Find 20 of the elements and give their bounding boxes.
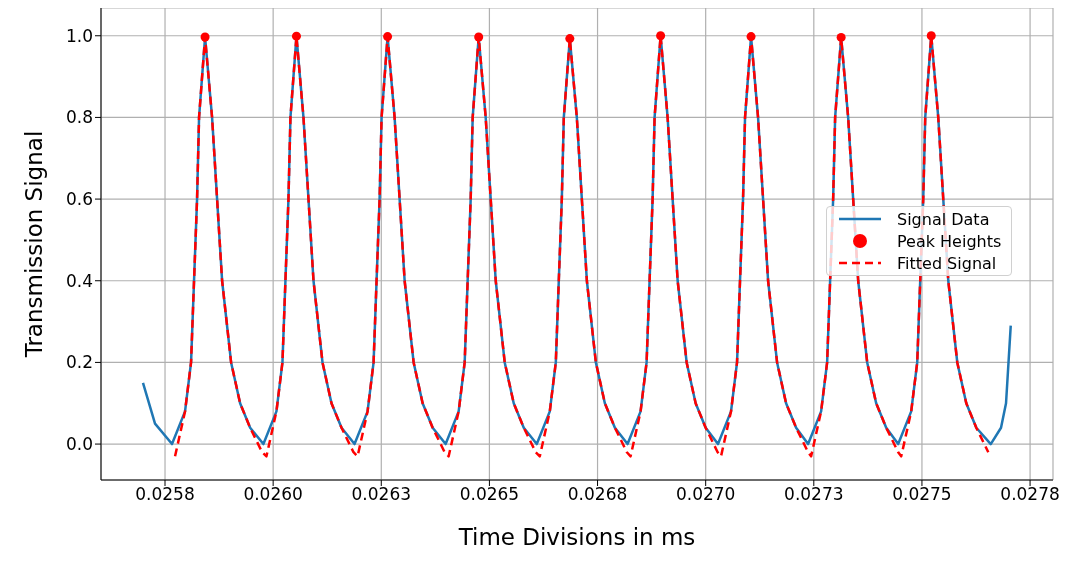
legend-label: Peak Heights (897, 231, 1002, 251)
y-tick-label: 0.2 (65, 352, 93, 373)
y-tick-label: 1.0 (65, 25, 93, 46)
x-tick-label: 0.0263 (351, 484, 412, 505)
y-tick-label: 0.6 (65, 189, 93, 210)
x-tick-label: 0.0260 (243, 484, 303, 505)
y-tick-label: 0.4 (65, 270, 93, 291)
y-axis-title: Transmission Signal (21, 130, 48, 359)
x-tick-label: 0.0268 (567, 484, 628, 505)
x-tick-label: 0.0278 (1000, 484, 1060, 505)
x-axis-title: Time Divisions in ms (457, 524, 696, 550)
y-tick-label: 0.8 (65, 107, 93, 128)
legend-label: Signal Data (897, 209, 990, 229)
x-tick-label: 0.0258 (135, 484, 195, 505)
x-tick-label: 0.0275 (892, 484, 952, 505)
y-tick-label: 0.0 (65, 434, 93, 455)
legend-label: Fitted Signal (897, 253, 997, 273)
x-tick-label: 0.0270 (675, 484, 736, 505)
x-tick-label: 0.0273 (784, 484, 844, 505)
x-tick-label: 0.0265 (459, 484, 520, 505)
